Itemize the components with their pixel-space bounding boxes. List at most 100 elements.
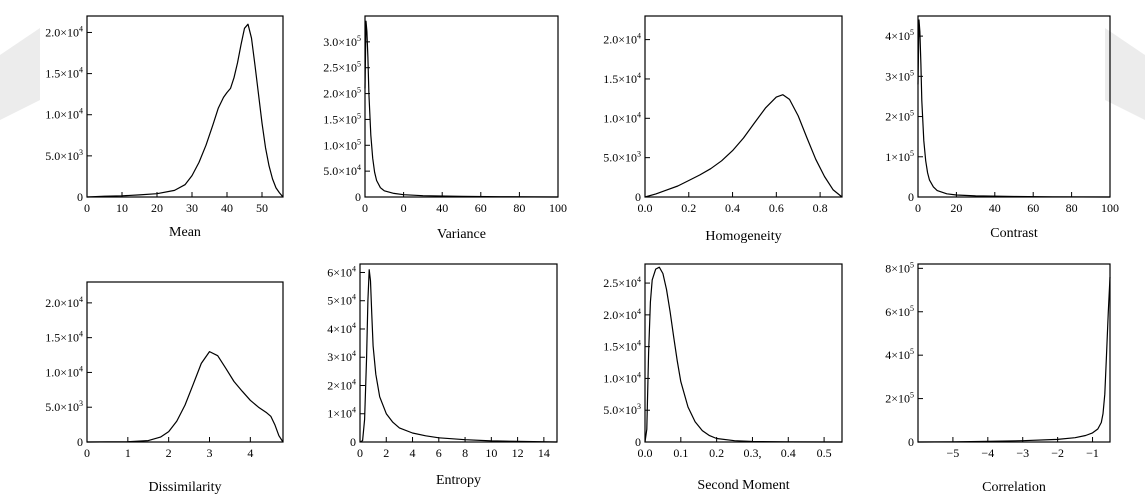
variance-y-tick-label: 5.0×104 — [323, 163, 361, 178]
mean-x-tick-label: 50 — [256, 201, 268, 215]
contrast-y-tick-label: 4×105 — [885, 28, 914, 43]
correlation-x-tick-label: −3 — [1016, 446, 1029, 460]
variance-y-tick-label: 2.0×105 — [323, 86, 361, 101]
mean-x-tick-label: 30 — [186, 201, 198, 215]
variance-panel: 0 0 40 60 80 10005.0×1041.0×1051.5×1052.0×105… — [323, 15, 567, 242]
second-moment-x-axis-label: Second Moment — [697, 478, 789, 493]
homogeneity-series-line — [644, 94, 843, 198]
mean-y-tick-label: 1.0×104 — [45, 107, 83, 122]
homogeneity-y-tick-label: 1.5×104 — [603, 71, 641, 86]
entropy-plot-frame — [359, 263, 558, 443]
right-bracket-watermark-icon — [1105, 28, 1145, 120]
correlation-y-tick-label: 2×105 — [885, 391, 914, 406]
variance-x-tick-label: 0 — [401, 201, 407, 215]
homogeneity-y-tick-label: 0 — [635, 190, 641, 204]
variance-y-tick-label: 2.5×105 — [323, 60, 361, 75]
correlation-panel: −5 −4 −3 −2 −1 0 2×105 4×105 6×105 8×105 Correlati… — [885, 260, 1111, 495]
homogeneity-y-tick-label: 2.0×104 — [603, 32, 641, 47]
correlation-y-tick-label: 0 — [908, 435, 914, 449]
dissimilarity-y-tick-label: 5.0×103 — [45, 399, 83, 414]
mean-x-tick-label: 40 — [221, 201, 233, 215]
dissimilarity-plot-frame — [86, 281, 284, 443]
entropy-x-tick-label: 4 — [410, 446, 416, 460]
dissimilarity-y-tick-label: 2.0×104 — [45, 295, 83, 310]
entropy-x-tick-label: 2 — [383, 446, 389, 460]
variance-x-tick-label: 0 — [362, 201, 368, 215]
second-moment-x-tick-label: 0.0 — [638, 446, 653, 460]
entropy-x-tick-label: 12 — [512, 446, 524, 460]
homogeneity-x-tick-label: 0.6 — [769, 201, 784, 215]
correlation-y-tick-label: 8×105 — [885, 260, 914, 275]
contrast-series-line — [917, 19, 1111, 198]
entropy-x-tick-label: 6 — [436, 446, 442, 460]
homogeneity-y-tick-label: 1.0×104 — [603, 110, 641, 125]
second-moment-x-tick-label: 0.1 — [673, 446, 688, 460]
second-moment-x-tick-label: 0.5 — [817, 446, 832, 460]
correlation-x-axis-label: Correlation — [982, 480, 1046, 495]
contrast-y-tick-label: 0 — [908, 190, 914, 204]
mean-x-axis-label: Mean — [169, 225, 201, 240]
entropy-series-line — [359, 269, 558, 443]
homogeneity-x-tick-label: 0.4 — [725, 201, 740, 215]
entropy-x-axis-label: Entropy — [436, 473, 481, 488]
entropy-x-tick-label: 10 — [485, 446, 497, 460]
contrast-y-tick-label: 3×105 — [885, 68, 914, 83]
second-moment-x-tick-label: 0.2 — [709, 446, 724, 460]
second-moment-y-tick-label: 0 — [635, 435, 641, 449]
variance-x-tick-label: 40 — [436, 201, 448, 215]
variance-plot-frame — [364, 15, 559, 198]
correlation-plot-frame — [917, 263, 1111, 443]
dissimilarity-x-tick-label: 2 — [166, 446, 172, 460]
variance-x-tick-label: 100 — [549, 201, 567, 215]
contrast-x-tick-label: 80 — [1066, 201, 1078, 215]
contrast-x-tick-label: 60 — [1027, 201, 1039, 215]
mean-plot-frame — [86, 15, 284, 198]
entropy-y-tick-label: 5×104 — [327, 293, 356, 308]
second-moment-y-tick-label: 1.5×104 — [603, 339, 641, 354]
second-moment-y-tick-label: 2.5×104 — [603, 275, 641, 290]
variance-x-tick-label: 60 — [475, 201, 487, 215]
correlation-x-tick-label: −2 — [1051, 446, 1064, 460]
dissimilarity-y-tick-label: 1.5×104 — [45, 330, 83, 345]
second-moment-plot-frame — [644, 263, 843, 443]
mean-x-tick-label: 20 — [151, 201, 163, 215]
second-moment-x-tick-label: 0.3, — [743, 446, 761, 460]
entropy-y-tick-label: 4×104 — [327, 321, 356, 336]
variance-y-tick-label: 1.5×105 — [323, 111, 361, 126]
dissimilarity-panel: 0 1 2 3 4 0 5.0×103 1.0×104 1.5×104 2.0×104 Dissim… — [45, 281, 284, 495]
variance-series-line — [364, 20, 559, 198]
homogeneity-x-tick-label: 0.8 — [813, 201, 828, 215]
homogeneity-x-tick-label: 0.2 — [681, 201, 696, 215]
entropy-panel: 0 2 4 6 8 10 12 14 0 1×104 2×104 3×104 4×104 5×104 6×1… — [327, 263, 558, 488]
second-moment-y-tick-label: 2.0×104 — [603, 307, 641, 322]
entropy-y-tick-label: 1×104 — [327, 406, 356, 421]
homogeneity-x-axis-label: Homogeneity — [705, 229, 781, 244]
correlation-y-tick-label: 6×105 — [885, 304, 914, 319]
contrast-x-tick-label: 0 — [915, 201, 921, 215]
entropy-y-tick-label: 0 — [350, 435, 356, 449]
correlation-series-line — [917, 276, 1111, 443]
contrast-y-tick-label: 1×105 — [885, 149, 914, 164]
variance-y-tick-label: 3.0×105 — [323, 34, 361, 49]
mean-y-tick-label: 1.5×104 — [45, 66, 83, 81]
dissimilarity-series-line — [86, 351, 284, 443]
second-moment-y-tick-label: 5.0×103 — [603, 402, 641, 417]
mean-y-tick-label: 0 — [77, 190, 83, 204]
second-moment-x-tick-label: 0.4 — [781, 446, 796, 460]
entropy-y-tick-label: 6×104 — [327, 264, 356, 279]
second-moment-series-line — [644, 266, 843, 443]
entropy-y-tick-label: 3×104 — [327, 349, 356, 364]
variance-y-tick-label: 1.0×105 — [323, 137, 361, 152]
entropy-x-tick-label: 14 — [538, 446, 550, 460]
contrast-x-tick-label: 40 — [989, 201, 1001, 215]
mean-y-tick-label: 2.0×104 — [45, 24, 83, 39]
entropy-y-tick-label: 2×104 — [327, 377, 356, 392]
entropy-x-tick-label: 0 — [357, 446, 363, 460]
dissimilarity-x-tick-label: 3 — [207, 446, 213, 460]
dissimilarity-x-tick-label: 1 — [125, 446, 131, 460]
second-moment-panel: 0.0 0.1 0.2 0.3, 0.4 0.5 0 5.0×103 1.0×104 1.5×10… — [603, 263, 843, 493]
entropy-x-tick-label: 8 — [462, 446, 468, 460]
homogeneity-panel: 0.0 0.2 0.4 0.6 0.8 0 5.0×103 1.0×104 1.5×104 2.0… — [603, 15, 843, 244]
mean-y-tick-label: 5.0×103 — [45, 148, 83, 163]
